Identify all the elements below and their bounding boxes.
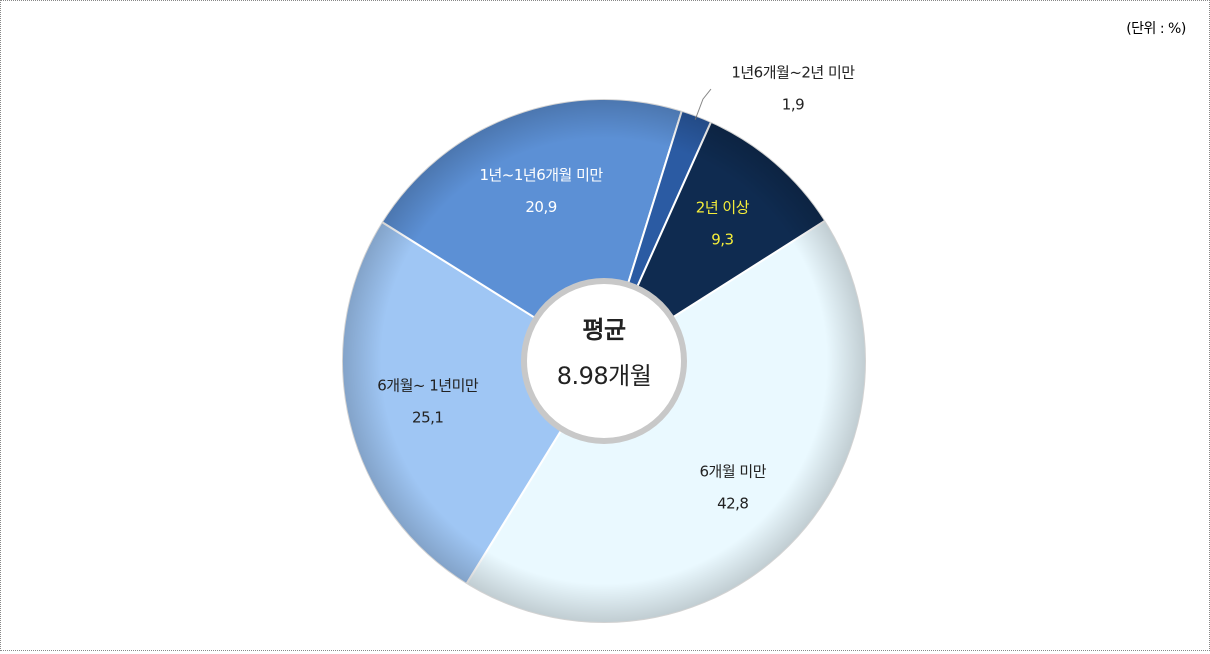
value-label: 20,9 <box>525 198 556 216</box>
slice-label: 1년6개월~2년 미만 <box>731 64 855 82</box>
slice-label: 2년 이상 <box>696 199 750 217</box>
center-circle <box>521 278 687 444</box>
value-label: 25,1 <box>412 409 443 427</box>
value-label: 42,8 <box>717 495 748 513</box>
unit-label: (단위 : %) <box>1126 21 1186 37</box>
center-title: 평균 <box>582 316 626 344</box>
value-label: 9,3 <box>711 231 733 249</box>
center-value: 8.98개월 <box>557 362 652 390</box>
slice-label: 1년~1년6개월 미만 <box>479 166 603 184</box>
slice-label: 6개월~ 1년미만 <box>377 377 479 395</box>
value-label: 1,9 <box>782 96 804 114</box>
slice-label: 6개월 미만 <box>700 463 767 481</box>
leader-line <box>694 88 712 120</box>
